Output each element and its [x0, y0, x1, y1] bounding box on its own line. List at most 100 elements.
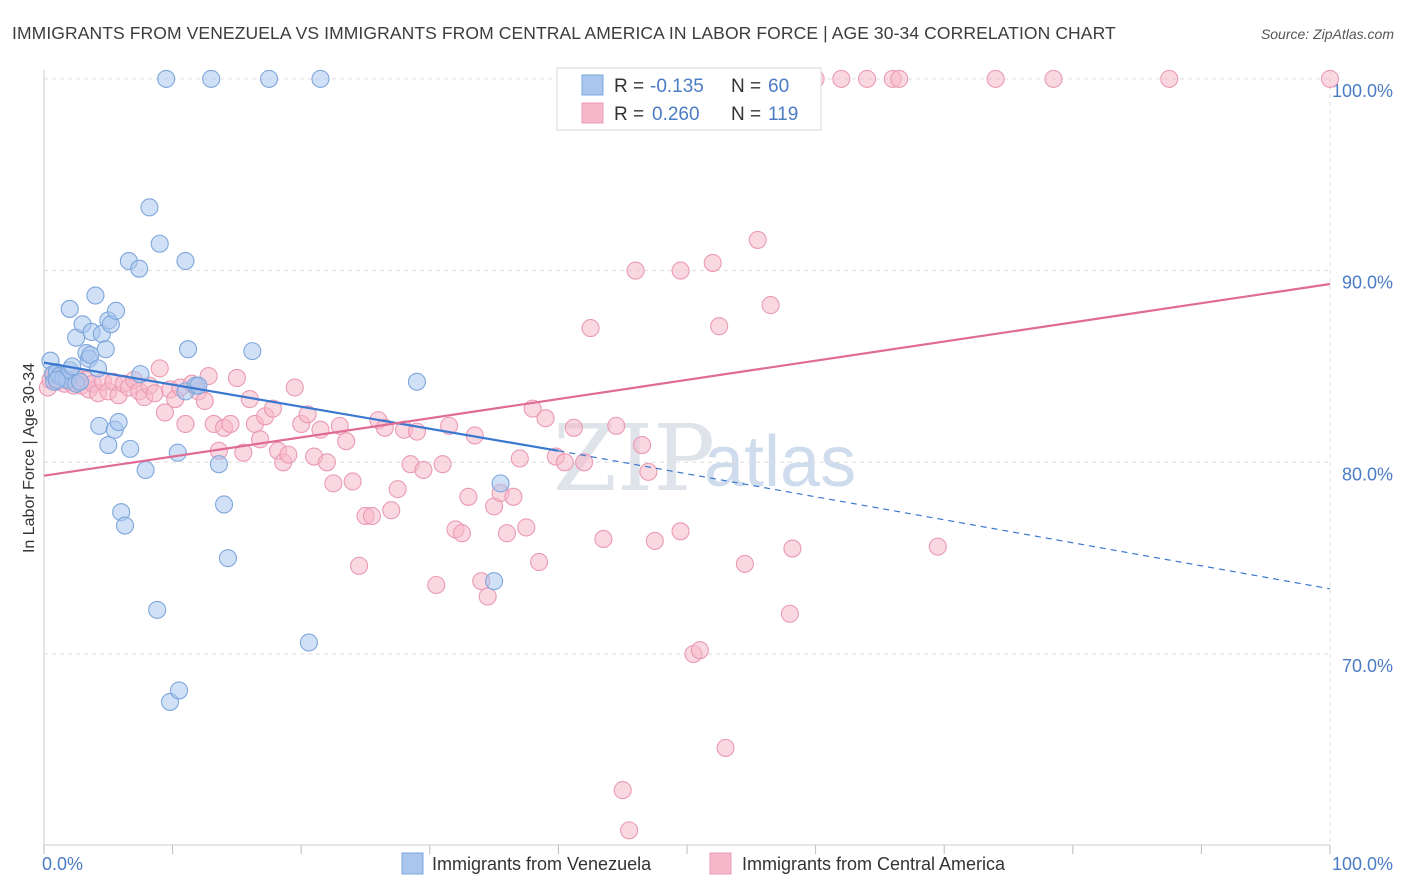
data-point-venezuela: [106, 301, 126, 320]
data-point-central-america: [716, 738, 735, 757]
data-point-venezuela: [176, 251, 195, 271]
data-point-venezuela: [209, 455, 228, 474]
data-point-venezuela: [299, 633, 318, 652]
data-point-venezuela: [88, 359, 108, 378]
legend-swatch-venezuela: [401, 852, 424, 875]
data-point-venezuela: [178, 340, 198, 359]
data-point-venezuela: [140, 198, 159, 217]
data-point-central-america: [780, 604, 799, 623]
stats-box: R = -0.135 N = 60 R = 0.260 N = 119: [556, 67, 822, 131]
data-point-venezuela: [136, 460, 155, 480]
data-point-venezuela: [47, 370, 66, 389]
data-point-central-america: [155, 403, 174, 422]
data-point-central-america: [748, 230, 767, 249]
data-point-central-america: [783, 539, 802, 558]
data-point-central-america: [620, 821, 639, 840]
data-point-central-america: [928, 537, 947, 556]
data-point-central-america: [145, 384, 164, 403]
data-point-central-america: [150, 359, 169, 378]
data-point-central-america: [227, 368, 246, 388]
data-point-venezuela: [99, 435, 118, 455]
data-point-venezuela: [148, 600, 167, 619]
data-point-venezuela: [90, 416, 109, 435]
data-point-central-america: [285, 378, 304, 397]
trend-lines: [43, 282, 1331, 590]
data-point-central-america: [452, 524, 472, 543]
data-point-central-america: [337, 432, 356, 451]
data-point-venezuela: [115, 516, 135, 535]
data-point-central-america: [343, 472, 362, 491]
data-point-central-america: [517, 518, 536, 537]
data-point-venezuela: [60, 299, 79, 318]
data-point-central-america: [497, 524, 517, 543]
data-point-venezuela: [407, 372, 426, 391]
data-point-central-america: [478, 587, 497, 606]
data-point-central-america: [1320, 69, 1340, 88]
data-point-venezuela: [121, 439, 140, 458]
stats-swatch-venezuela: [581, 74, 604, 96]
data-point-central-america: [382, 501, 401, 520]
data-point-central-america: [510, 449, 529, 468]
data-point-venezuela: [86, 286, 105, 305]
data-point-central-america: [414, 460, 433, 480]
x-tick-label: 0.0%: [42, 854, 83, 874]
data-point-central-america: [362, 506, 381, 526]
data-point-central-america: [388, 480, 407, 499]
stats-r-value-venezuela: -0.135: [650, 76, 704, 97]
data-point-central-america: [263, 399, 282, 418]
data-point-venezuela: [214, 495, 234, 514]
trend-line-venezuela-extension: [558, 450, 1331, 590]
data-point-central-america: [433, 455, 452, 474]
data-point-venezuela: [485, 572, 504, 591]
series-venezuela-points: [41, 69, 510, 711]
data-point-central-america: [564, 418, 583, 437]
stats-r-label-venezuela: R =: [614, 76, 644, 97]
data-point-venezuela: [70, 372, 90, 391]
data-point-central-america: [530, 552, 549, 572]
data-point-central-america: [279, 445, 298, 464]
stats-n-value-venezuela: 60: [768, 76, 789, 97]
data-point-central-america: [176, 414, 195, 434]
data-point-venezuela: [157, 69, 176, 88]
data-point-venezuela: [243, 342, 262, 361]
data-point-central-america: [761, 296, 780, 315]
data-point-central-america: [1160, 69, 1179, 88]
chart-title: IMMIGRANTS FROM VENEZUELA VS IMMIGRANTS …: [12, 23, 1116, 43]
data-point-central-america: [575, 453, 594, 472]
data-point-venezuela: [259, 69, 279, 88]
data-point-venezuela: [189, 376, 208, 395]
data-point-central-america: [613, 781, 632, 800]
data-point-central-america: [607, 416, 626, 435]
data-point-venezuela: [130, 259, 149, 278]
legend-label-central-america: Immigrants from Central America: [742, 854, 1006, 874]
y-tick-label: 100.0%: [1332, 81, 1393, 101]
data-point-central-america: [195, 391, 214, 411]
data-point-central-america: [735, 554, 754, 573]
trend-line-central-america: [43, 282, 1331, 477]
x-tick-marks: [43, 845, 1331, 854]
y-tick-label: 90.0%: [1342, 273, 1393, 293]
data-point-central-america: [594, 529, 613, 549]
data-point-central-america: [555, 453, 574, 472]
chart-source: Source: ZipAtlas.com: [1261, 26, 1394, 42]
x-tick-label: 100.0%: [1332, 854, 1393, 874]
stats-swatch-central-america: [581, 102, 604, 124]
y-tick-label: 80.0%: [1342, 464, 1393, 484]
data-point-central-america: [632, 435, 652, 455]
data-point-venezuela: [109, 412, 128, 432]
trend-line-venezuela: [43, 361, 559, 452]
data-point-central-america: [440, 416, 459, 435]
x-tick-labels: 0.0% 100.0%: [42, 854, 1393, 874]
stats-r-label-central-america: R =: [614, 104, 644, 125]
data-point-central-america: [671, 522, 690, 541]
data-point-venezuela: [491, 474, 510, 493]
data-point-venezuela: [311, 69, 330, 88]
y-tick-label: 70.0%: [1342, 656, 1393, 676]
y-axis-label: In Labor Force | Age 30-34: [21, 363, 38, 553]
data-point-central-america: [703, 253, 722, 272]
data-point-central-america: [1044, 69, 1063, 88]
data-point-venezuela: [202, 69, 221, 88]
data-point-central-america: [890, 69, 909, 88]
data-point-venezuela: [96, 340, 115, 359]
